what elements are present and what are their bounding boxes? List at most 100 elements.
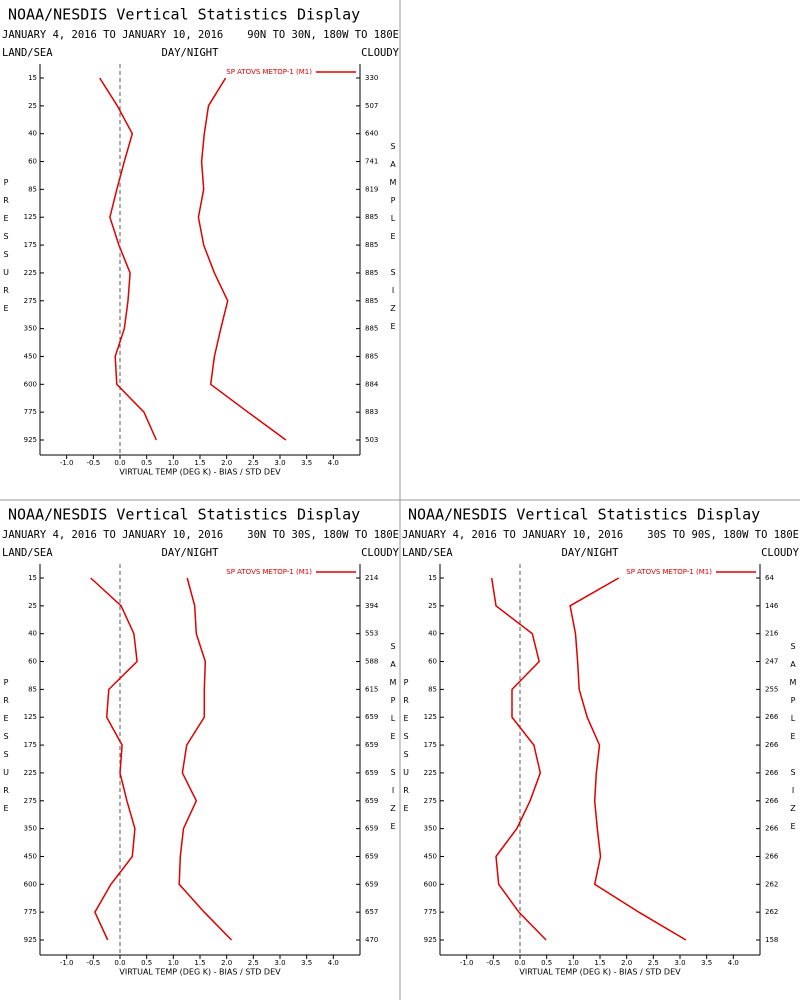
sample-size: 247	[765, 658, 778, 666]
x-tick-label: 1.0	[168, 959, 179, 967]
date-range: JANUARY 4, 2016 TO JANUARY 10, 2016	[2, 29, 223, 41]
sample-size: 146	[765, 602, 779, 610]
y-tick-label: 275	[24, 297, 37, 305]
y-tick-label: 925	[24, 436, 37, 444]
x-tick-label: 2.0	[221, 459, 232, 467]
x-tick-label: 2.5	[248, 459, 259, 467]
x-tick-label: 4.0	[328, 459, 339, 467]
sample-size: 158	[765, 936, 778, 944]
sample-size: 659	[365, 797, 378, 805]
date-range: JANUARY 4, 2016 TO JANUARY 10, 2016	[402, 529, 623, 541]
y-tick-label: 925	[24, 936, 37, 944]
y-tick-label: 225	[24, 769, 37, 777]
cloudy: CLOUDY	[361, 47, 400, 59]
region: 90N TO 30N, 180W TO 180E	[247, 29, 399, 41]
x-tick-label: 1.0	[568, 959, 579, 967]
sample-size: 266	[765, 769, 779, 777]
y-tick-label: 25	[428, 602, 437, 610]
x-tick-label: 1.5	[194, 959, 205, 967]
y-tick-label: 40	[428, 630, 437, 638]
sample-size: 64	[765, 574, 774, 582]
x-tick-label: 2.0	[621, 959, 632, 967]
sample-size: 885	[365, 352, 378, 360]
y-tick-label: 350	[24, 325, 37, 333]
x-tick-label: -1.0	[460, 959, 474, 967]
bias-line	[99, 77, 157, 441]
y-tick-label: 125	[24, 213, 37, 221]
x-tick-label: 3.0	[274, 959, 285, 967]
cloudy: CLOUDY	[361, 547, 400, 559]
x-tick-label: 0.5	[141, 459, 152, 467]
chart-panel: NOAA/NESDIS Vertical Statistics Display J…	[402, 506, 800, 977]
legend-label: SP ATOVS METOP-1 (M1)	[226, 568, 312, 576]
chart-panel: NOAA/NESDIS Vertical Statistics Display J…	[2, 6, 400, 477]
sample-size: 255	[765, 685, 778, 693]
sample-size: 885	[365, 297, 378, 305]
chart-title: NOAA/NESDIS Vertical Statistics Display	[8, 506, 360, 524]
x-tick-label: 1.0	[168, 459, 179, 467]
legend-label: SP ATOVS METOP-1 (M1)	[626, 568, 712, 576]
y-tick-label: 85	[28, 685, 37, 693]
y-tick-label: 775	[24, 908, 37, 916]
land-sea: LAND/SEA	[402, 547, 453, 559]
y-tick-label: 125	[24, 713, 37, 721]
sample-size: 885	[365, 325, 378, 333]
x-tick-label: 0.5	[141, 959, 152, 967]
sample-size: 266	[765, 741, 779, 749]
x-tick-label: 3.5	[701, 959, 712, 967]
sample-size: 394	[365, 602, 379, 610]
x-tick-label: 3.5	[301, 459, 312, 467]
legend-label: SP ATOVS METOP-1 (M1)	[226, 68, 312, 76]
x-tick-label: 0.0	[514, 959, 525, 967]
y-tick-label: 15	[428, 574, 437, 582]
x-axis-label: VIRTUAL TEMP (DEG K) - BIAS / STD DEV	[519, 968, 681, 977]
y-tick-label: 275	[424, 797, 437, 805]
y-tick-label: 60	[28, 158, 37, 166]
chart-panel: NOAA/NESDIS Vertical Statistics Display J…	[2, 506, 400, 977]
y-tick-label: 775	[424, 908, 437, 916]
x-tick-label: -0.5	[86, 959, 100, 967]
sample-size: 640	[365, 130, 378, 138]
sample-size: 885	[365, 241, 378, 249]
sample-size: 553	[365, 630, 378, 638]
y-tick-label: 60	[428, 658, 437, 666]
chart-title: NOAA/NESDIS Vertical Statistics Display	[408, 506, 760, 524]
x-tick-label: 4.0	[728, 959, 739, 967]
x-tick-label: 0.5	[541, 959, 552, 967]
x-axis-label: VIRTUAL TEMP (DEG K) - BIAS / STD DEV	[119, 468, 281, 477]
chart-title: NOAA/NESDIS Vertical Statistics Display	[8, 6, 360, 24]
sample-size: 659	[365, 825, 378, 833]
x-tick-label: -0.5	[486, 959, 500, 967]
land-sea: LAND/SEA	[2, 47, 53, 59]
sample-size: 507	[365, 102, 378, 110]
day-night: DAY/NIGHT	[162, 547, 220, 559]
x-tick-label: 1.5	[194, 459, 205, 467]
day-night: DAY/NIGHT	[162, 47, 220, 59]
x-tick-label: -1.0	[60, 959, 74, 967]
sample-size: 659	[365, 880, 378, 888]
y-tick-label: 600	[24, 380, 37, 388]
y-tick-label: 85	[428, 685, 437, 693]
x-tick-label: 4.0	[328, 959, 339, 967]
date-range: JANUARY 4, 2016 TO JANUARY 10, 2016	[2, 529, 223, 541]
x-tick-label: 3.0	[674, 959, 685, 967]
sample-size: 503	[365, 436, 378, 444]
region: 30S TO 90S, 180W TO 180E	[647, 529, 799, 541]
sample-size: 266	[765, 852, 779, 860]
x-tick-label: 3.0	[274, 459, 285, 467]
sample-size: 266	[765, 825, 779, 833]
std-dev-line	[178, 577, 233, 941]
sample-size: 262	[765, 908, 778, 916]
sample-size: 659	[365, 852, 378, 860]
sample-size: 819	[365, 185, 378, 193]
y-tick-label: 125	[424, 713, 437, 721]
y-tick-label: 450	[24, 852, 37, 860]
sample-size: 330	[365, 74, 378, 82]
y-tick-label: 225	[24, 269, 37, 277]
bias-line	[490, 577, 547, 941]
y-tick-label: 175	[24, 241, 37, 249]
y-tick-label: 450	[424, 852, 437, 860]
